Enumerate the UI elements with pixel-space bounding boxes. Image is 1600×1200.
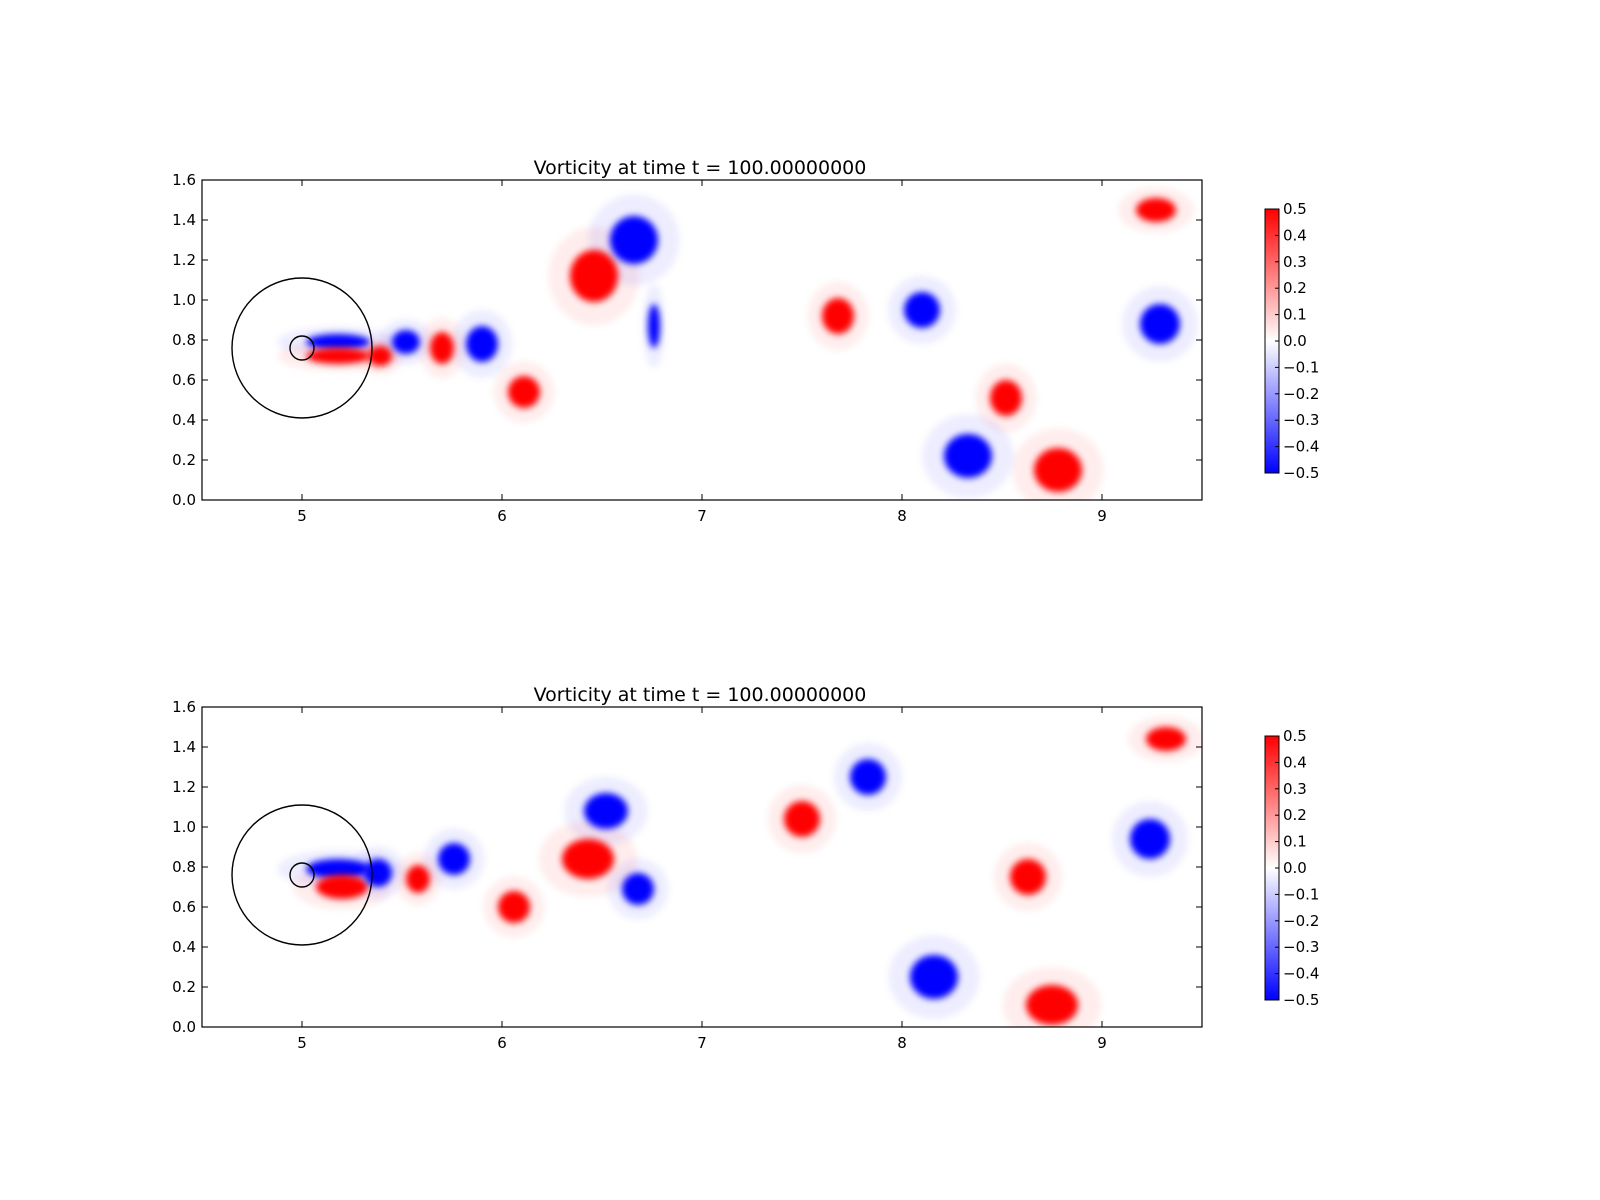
vortex-negative	[910, 955, 958, 999]
plot-area: 5 6 7 8 9 0.0 0.2 0.4 0.6 0.8 1.0 1.2 1.4 1.6	[172, 698, 1203, 1052]
vortex-positive	[498, 891, 530, 923]
x-tick-label: 5	[297, 1034, 307, 1052]
colorbar-tick-label: 0.1	[1283, 306, 1307, 324]
panel-top: Vorticity at time t = 100.00000000 5 6 7 8 9…	[172, 157, 1319, 525]
colorbar-tick-label: 0.2	[1283, 806, 1307, 824]
vorticity-field	[277, 716, 1202, 1027]
vortex-positive	[562, 839, 614, 879]
vortex-negative	[1130, 819, 1170, 859]
colorbar-tick-label: 0.3	[1283, 780, 1307, 798]
y-tick-label: 0.8	[172, 331, 196, 349]
panel-bottom: Vorticity at time t = 100.00000000 5 6 7 8 9…	[172, 684, 1319, 1052]
colorbar-tick-label: 0.1	[1283, 833, 1307, 851]
colorbar-tick-label: 0.0	[1283, 332, 1307, 350]
vortex-positive	[822, 298, 854, 334]
colorbar-tick-label: 0.2	[1283, 279, 1307, 297]
y-tick-label: 0.2	[172, 451, 196, 469]
colorbar-tick-label: −0.4	[1283, 438, 1319, 456]
vortex-positive	[1146, 727, 1186, 751]
vorticity-field	[277, 187, 1198, 500]
colorbar-tick-label: −0.2	[1283, 385, 1319, 403]
vortex-positive	[368, 346, 392, 366]
vortex-negative	[438, 843, 470, 875]
vortex-positive	[406, 865, 430, 893]
x-tick-label: 5	[297, 507, 307, 525]
y-tick-label: 1.6	[172, 698, 196, 716]
x-tick-label: 7	[697, 507, 707, 525]
x-tick-label: 9	[1097, 507, 1107, 525]
vortex-positive	[1034, 448, 1082, 492]
vortex-negative	[1140, 304, 1180, 344]
x-tick-label: 8	[897, 1034, 907, 1052]
y-tick-label: 0.4	[172, 411, 196, 429]
colorbar-tick-label: −0.5	[1283, 464, 1319, 482]
colorbar-tick-label: 0.0	[1283, 859, 1307, 877]
vortex-negative	[306, 859, 370, 879]
vortex-positive	[1026, 985, 1078, 1025]
vortex-negative	[392, 330, 420, 354]
vortex-negative	[306, 334, 370, 350]
x-tick-label: 8	[897, 507, 907, 525]
vortex-positive	[990, 380, 1022, 416]
vortex-positive	[306, 348, 370, 364]
vortex-negative	[648, 304, 660, 348]
vortex-negative	[610, 216, 658, 264]
colorbar-tick-label: −0.4	[1283, 965, 1319, 983]
vortex-negative	[622, 873, 654, 905]
y-tick-label: 1.4	[172, 211, 196, 229]
y-tick-label: 0.0	[172, 491, 196, 509]
x-tick-label: 9	[1097, 1034, 1107, 1052]
vortex-negative	[944, 434, 992, 478]
y-tick-label: 1.0	[172, 291, 196, 309]
colorbar: −0.5 −0.4 −0.3 −0.2 −0.1 0.0 0.1 0.2 0.3 0.4 0.5	[1264, 200, 1319, 482]
x-tick-label: 6	[497, 1034, 507, 1052]
y-tick-label: 0.0	[172, 1018, 196, 1036]
vortex-negative	[584, 793, 628, 829]
y-tick-label: 0.6	[172, 371, 196, 389]
colorbar-tick-label: −0.2	[1283, 912, 1319, 930]
vortex-positive	[1010, 859, 1046, 895]
y-tick-label: 1.0	[172, 818, 196, 836]
x-tick-label: 6	[497, 507, 507, 525]
colorbar-tick-label: 0.5	[1283, 200, 1307, 218]
x-tick-label: 7	[697, 1034, 707, 1052]
y-tick-label: 0.8	[172, 858, 196, 876]
vortex-positive	[1136, 198, 1176, 222]
y-tick-label: 1.6	[172, 171, 196, 189]
chart-title: Vorticity at time t = 100.00000000	[534, 157, 867, 179]
colorbar-tick-label: 0.4	[1283, 226, 1307, 244]
vortex-positive	[570, 250, 618, 302]
vortex-negative	[364, 859, 392, 887]
colorbar-tick-label: 0.5	[1283, 727, 1307, 745]
y-tick-label: 1.4	[172, 738, 196, 756]
colorbar: −0.5 −0.4 −0.3 −0.2 −0.1 0.0 0.1 0.2 0.3 0.4 0.5	[1264, 727, 1319, 1009]
vortex-positive	[316, 875, 368, 899]
vortex-negative	[850, 759, 886, 795]
colorbar-tick-label: −0.5	[1283, 991, 1319, 1009]
domain-circle	[289, 862, 315, 888]
y-tick-label: 0.4	[172, 938, 196, 956]
colorbar-tick-label: −0.3	[1283, 411, 1319, 429]
domain-circle	[231, 277, 373, 419]
colorbar-tick-label: 0.3	[1283, 253, 1307, 271]
vortex-positive	[430, 332, 454, 364]
y-tick-label: 0.6	[172, 898, 196, 916]
vortex-negative	[466, 326, 498, 362]
y-tick-label: 1.2	[172, 778, 196, 796]
chart-title: Vorticity at time t = 100.00000000	[534, 684, 867, 706]
domain-circle	[289, 335, 315, 361]
vortex-negative	[904, 292, 940, 328]
colorbar-tick-label: −0.1	[1283, 358, 1319, 376]
domain-circle	[231, 804, 373, 946]
y-tick-label: 1.2	[172, 251, 196, 269]
plot-area: 5 6 7 8 9 0.0 0.2 0.4 0.6 0.8 1.0 1.2 1.4 1.6	[172, 171, 1203, 525]
y-tick-label: 0.2	[172, 978, 196, 996]
vortex-positive	[784, 801, 820, 837]
colorbar-tick-label: −0.3	[1283, 938, 1319, 956]
colorbar-tick-label: 0.4	[1283, 753, 1307, 771]
colorbar-tick-label: −0.1	[1283, 885, 1319, 903]
vortex-positive	[508, 376, 540, 408]
